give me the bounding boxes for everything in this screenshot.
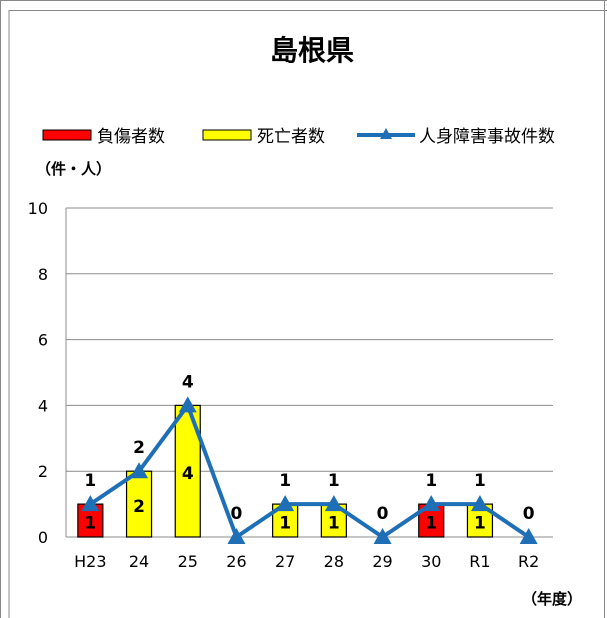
x-tick-label: 24 [129,552,149,571]
accident-marker [81,495,100,512]
accident-marker [178,396,197,413]
x-axis-unit-label: （年度） [522,590,582,608]
accident-marker [324,495,343,512]
y-tick-label: 2 [38,462,48,481]
data-label-accidents: 1 [474,471,486,491]
data-label-injured: 1 [425,514,437,534]
x-tick-label: 30 [421,552,441,571]
data-label-accidents: 1 [425,471,437,491]
y-tick-label: 10 [28,199,48,218]
data-label-accidents: 1 [279,471,291,491]
accident-marker [276,495,295,512]
accident-marker [422,495,441,512]
accident-marker [373,528,392,544]
x-tick-label: R2 [518,552,539,571]
line-series [81,396,538,544]
y-tick-label: 8 [38,265,48,284]
x-tick-label: 26 [226,552,246,571]
legend-item-deaths: 死亡者数 [202,127,325,147]
accident-marker [519,528,538,544]
legend-swatch-deaths [202,129,252,141]
data-label-deaths: 1 [474,514,486,534]
x-tick-label: H23 [74,552,106,571]
bar-deaths [125,470,153,538]
legend-marker-accidents [380,128,392,139]
x-tick-label: 25 [178,552,198,571]
data-label-deaths: 1 [328,514,340,534]
legend-label-injured: 負傷者数 [97,127,165,147]
legend-label-accidents: 人身障害事故件数 [419,127,555,147]
legend-item-accidents: 人身障害事故件数 [357,127,555,147]
data-label-accidents: 0 [523,504,535,524]
data-label-accidents: 4 [182,372,194,392]
y-axis-unit-label: （件・人） [36,160,111,178]
x-tick-label: 28 [324,552,344,571]
x-tick-label: R1 [469,552,490,571]
y-tick-label: 6 [38,331,48,350]
accident-marker [227,528,246,544]
y-tick-label: 0 [38,528,48,547]
data-label-deaths: 1 [279,514,291,534]
bar-injured [77,503,104,538]
data-label-accidents: 2 [133,438,145,458]
data-label-accidents: 1 [328,471,340,491]
accident-marker [470,495,489,512]
data-label-accidents: 0 [377,504,389,524]
x-axis-ticks: H23 24 25 26 27 28 29 30 R1 R2 [74,552,539,571]
data-label-deaths: 2 [133,497,145,517]
data-label-injured: 1 [84,514,96,534]
data-label-accidents: 1 [84,471,96,491]
y-axis-ticks: 0 2 4 6 8 10 [28,199,48,547]
data-labels: 1 2 4 1 1 1 1 1 2 4 0 1 1 0 1 1 0 [84,372,534,533]
legend-label-deaths: 死亡者数 [257,127,325,147]
accident-line [89,403,530,539]
legend-swatch-injured [42,129,92,141]
legend-item-injured: 負傷者数 [42,127,165,147]
legend: 負傷者数 死亡者数 人身障害事故件数 [42,127,555,147]
data-label-deaths: 4 [182,464,194,484]
x-tick-label: 29 [372,552,392,571]
accident-marker [130,462,149,479]
chart-title: 島根県 [270,34,354,67]
x-tick-label: 27 [275,552,295,571]
y-tick-label: 4 [38,396,48,415]
data-label-accidents: 0 [231,504,243,524]
